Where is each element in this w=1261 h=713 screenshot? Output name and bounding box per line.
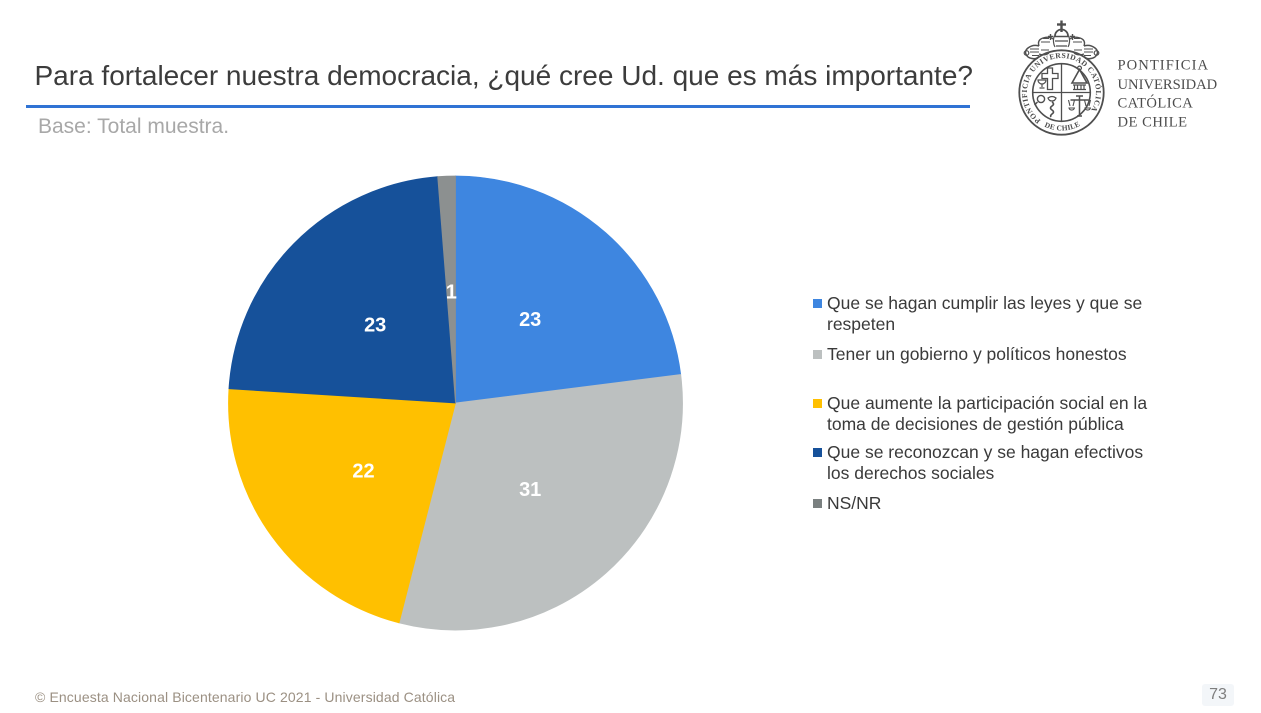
svg-text:31: 31 <box>519 479 541 501</box>
svg-text:1: 1 <box>446 281 457 303</box>
svg-text:DE CHILE: DE CHILE <box>1043 119 1081 132</box>
svg-text:DE CHILE: DE CHILE <box>1118 114 1188 130</box>
svg-text:CATÓLICA: CATÓLICA <box>1118 95 1194 112</box>
svg-text:23: 23 <box>519 309 541 331</box>
svg-text:PONTIFICIA: PONTIFICIA <box>1118 58 1210 74</box>
svg-text:23: 23 <box>364 314 386 336</box>
svg-text:UNIVERSIDAD: UNIVERSIDAD <box>1118 77 1218 93</box>
svg-text:22: 22 <box>352 461 374 483</box>
